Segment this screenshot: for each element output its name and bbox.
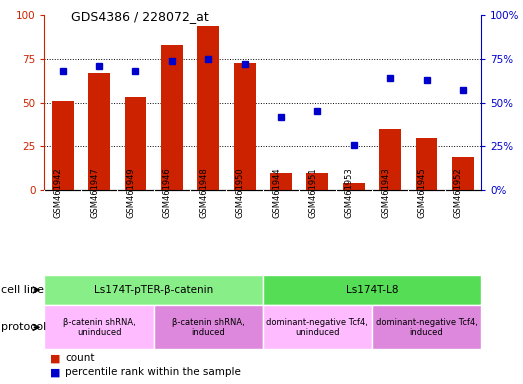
Bar [52, 101, 74, 190]
Text: GSM461952: GSM461952 [454, 167, 463, 218]
Text: GDS4386 / 228072_at: GDS4386 / 228072_at [71, 10, 208, 23]
Text: GSM461942: GSM461942 [54, 167, 63, 218]
Bar [263, 275, 481, 305]
Text: cell line: cell line [1, 285, 43, 295]
Bar [306, 173, 328, 190]
Bar [343, 183, 365, 190]
Text: GSM461950: GSM461950 [235, 167, 245, 218]
Text: GSM461949: GSM461949 [127, 167, 135, 218]
Bar [270, 173, 292, 190]
Bar [379, 129, 401, 190]
Text: GSM461945: GSM461945 [417, 167, 427, 218]
Text: GSM461953: GSM461953 [345, 167, 354, 218]
Text: dominant-negative Tcf4,
induced: dominant-negative Tcf4, induced [376, 318, 477, 337]
Bar [372, 305, 481, 349]
Text: ■: ■ [50, 367, 60, 377]
Text: β-catenin shRNA,
uninduced: β-catenin shRNA, uninduced [63, 318, 135, 337]
Bar [44, 275, 263, 305]
Bar [234, 63, 256, 190]
Text: Ls174T-pTER-β-catenin: Ls174T-pTER-β-catenin [94, 285, 213, 295]
Text: count: count [65, 353, 95, 363]
Bar [161, 45, 183, 190]
Text: GSM461951: GSM461951 [309, 167, 317, 218]
Text: dominant-negative Tcf4,
uninduced: dominant-negative Tcf4, uninduced [266, 318, 368, 337]
Bar [263, 305, 372, 349]
Text: protocol: protocol [1, 322, 46, 333]
Text: Ls174T-L8: Ls174T-L8 [346, 285, 398, 295]
Bar [197, 26, 219, 190]
Bar [44, 305, 154, 349]
Text: β-catenin shRNA,
induced: β-catenin shRNA, induced [172, 318, 245, 337]
Text: percentile rank within the sample: percentile rank within the sample [65, 367, 241, 377]
Bar [154, 305, 263, 349]
Text: GSM461947: GSM461947 [90, 167, 99, 218]
Bar [452, 157, 474, 190]
Text: GSM461943: GSM461943 [381, 167, 390, 218]
Text: GSM461944: GSM461944 [272, 167, 281, 218]
Bar [88, 73, 110, 190]
Text: ■: ■ [50, 353, 60, 363]
Bar [416, 138, 437, 190]
Bar [124, 98, 146, 190]
Text: GSM461948: GSM461948 [199, 167, 208, 218]
Text: GSM461946: GSM461946 [163, 167, 172, 218]
